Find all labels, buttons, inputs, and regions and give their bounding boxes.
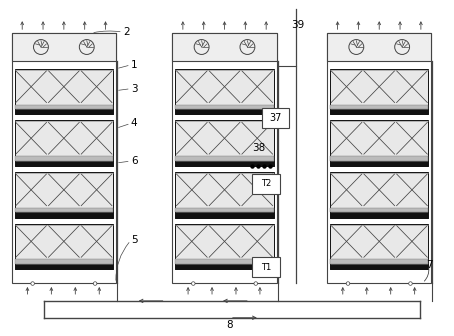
Bar	[327, 33, 431, 283]
Bar	[15, 156, 113, 161]
Bar	[12, 33, 116, 283]
Bar	[330, 223, 428, 269]
Bar	[330, 264, 428, 269]
Bar	[327, 33, 431, 61]
Text: 8: 8	[227, 320, 233, 330]
Bar	[175, 69, 274, 115]
Text: 1: 1	[131, 60, 138, 70]
Bar	[175, 223, 274, 269]
Bar	[330, 120, 428, 166]
Bar	[175, 208, 274, 212]
Text: 2: 2	[123, 27, 129, 37]
Bar	[175, 120, 274, 166]
Bar	[15, 172, 113, 218]
Bar	[175, 212, 274, 218]
Bar	[12, 33, 116, 61]
Bar	[330, 208, 428, 212]
Bar	[15, 212, 113, 218]
Text: 3: 3	[131, 84, 138, 94]
Bar	[252, 174, 280, 194]
Bar	[15, 223, 113, 269]
Bar	[262, 109, 290, 128]
Bar	[175, 259, 274, 264]
Bar	[330, 104, 428, 109]
Bar	[175, 264, 274, 269]
Bar	[330, 109, 428, 115]
Text: T2: T2	[261, 179, 271, 188]
Text: T1: T1	[261, 263, 271, 272]
Text: 5: 5	[131, 236, 138, 245]
Bar	[330, 212, 428, 218]
Circle shape	[346, 282, 350, 285]
Circle shape	[94, 282, 97, 285]
Bar	[175, 104, 274, 109]
Bar	[15, 208, 113, 212]
Text: 6: 6	[131, 156, 138, 166]
Circle shape	[254, 282, 257, 285]
Bar	[15, 264, 113, 269]
Bar	[330, 156, 428, 161]
Bar	[175, 172, 274, 218]
Bar	[330, 259, 428, 264]
Bar	[15, 120, 113, 166]
Text: 38: 38	[252, 143, 265, 153]
Bar	[15, 104, 113, 109]
Circle shape	[409, 282, 412, 285]
Bar	[15, 161, 113, 166]
Bar	[15, 259, 113, 264]
Bar	[330, 69, 428, 115]
Text: 4: 4	[131, 118, 138, 128]
Bar	[173, 33, 276, 283]
Text: 39: 39	[291, 20, 305, 30]
Text: 7: 7	[426, 260, 433, 270]
Bar	[330, 161, 428, 166]
Bar	[330, 172, 428, 218]
Text: 37: 37	[269, 114, 282, 123]
Circle shape	[192, 282, 195, 285]
Bar	[173, 33, 276, 61]
Bar	[252, 257, 280, 277]
Bar	[175, 109, 274, 115]
Circle shape	[31, 282, 35, 285]
Bar	[15, 109, 113, 115]
Bar	[15, 69, 113, 115]
Bar	[175, 156, 274, 161]
Bar	[175, 161, 274, 166]
